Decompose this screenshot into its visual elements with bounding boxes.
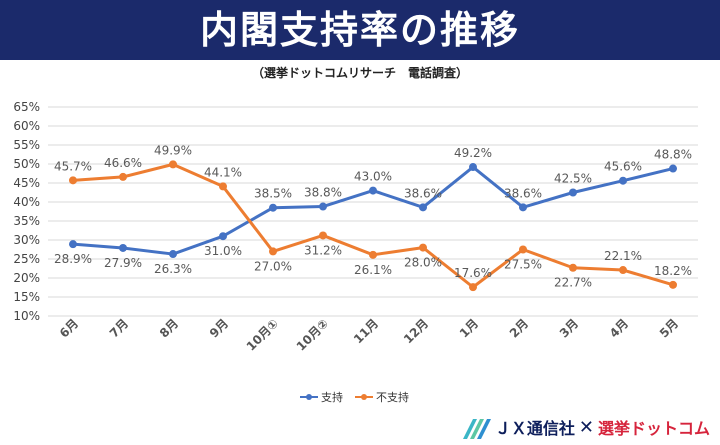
x-tick-label: 6月	[57, 316, 81, 340]
legend-item-support: 支持	[300, 389, 343, 405]
brand-senkyo-text: 選挙ドットコム	[597, 419, 710, 438]
data-label-support: 31.0%	[204, 244, 242, 258]
x-tick-label: 2月	[507, 316, 531, 340]
x-tick-label: 10月②	[294, 316, 331, 353]
y-tick-label: 10%	[13, 309, 40, 323]
x-tick-label: 4月	[607, 316, 631, 340]
data-label-support: 38.8%	[304, 186, 342, 200]
data-label-nonsupport: 27.0%	[254, 259, 292, 273]
y-tick-label: 20%	[13, 271, 40, 285]
x-tick-label: 7月	[107, 316, 131, 340]
data-label-support: 48.8%	[654, 148, 692, 162]
data-point-support	[619, 176, 627, 185]
data-point-nonsupport	[569, 263, 577, 272]
data-point-support	[519, 203, 527, 212]
x-tick-label: 11月	[351, 316, 381, 346]
y-tick-label: 60%	[13, 119, 40, 133]
jx-logo-icon	[462, 419, 491, 439]
data-label-nonsupport: 26.1%	[354, 263, 392, 277]
y-tick-label: 15%	[13, 290, 40, 304]
data-label-nonsupport: 17.6%	[454, 266, 492, 280]
data-label-nonsupport: 22.7%	[554, 276, 592, 290]
data-label-support: 38.5%	[254, 187, 292, 201]
y-tick-label: 45%	[13, 176, 40, 190]
data-point-support	[269, 203, 277, 212]
x-tick-label: 5月	[657, 316, 681, 340]
x-tick-label: 10月①	[244, 316, 281, 353]
legend-label-nonsupport: 不支持	[376, 391, 409, 404]
data-point-nonsupport	[219, 182, 227, 191]
y-tick-label: 55%	[13, 138, 40, 152]
data-point-nonsupport	[269, 247, 277, 256]
data-point-nonsupport	[519, 245, 527, 254]
data-label-nonsupport: 49.9%	[154, 143, 192, 157]
data-point-support	[169, 250, 177, 259]
data-point-nonsupport	[119, 172, 127, 181]
x-tick-label: 3月	[557, 316, 581, 340]
data-label-support: 43.0%	[354, 170, 392, 184]
data-point-support	[569, 188, 577, 197]
data-point-nonsupport	[369, 250, 377, 259]
data-point-nonsupport	[419, 243, 427, 252]
data-point-support	[219, 232, 227, 241]
data-point-nonsupport	[619, 266, 627, 275]
data-label-support: 38.6%	[404, 186, 442, 200]
data-point-nonsupport	[169, 160, 177, 169]
data-point-nonsupport	[69, 176, 77, 185]
y-tick-label: 30%	[13, 233, 40, 247]
x-tick-label: 9月	[207, 316, 231, 340]
data-label-support: 49.2%	[454, 146, 492, 160]
chart-subtitle: （選挙ドットコムリサーチ 電話調査）	[251, 66, 468, 80]
data-point-nonsupport	[469, 283, 477, 292]
x-tick-label: 8月	[157, 316, 181, 340]
data-point-nonsupport	[669, 280, 677, 289]
data-label-support: 45.6%	[604, 160, 642, 174]
brand-separator: ✕	[578, 416, 594, 438]
y-tick-label: 50%	[13, 157, 40, 171]
y-tick-label: 35%	[13, 214, 40, 228]
data-point-support	[69, 240, 77, 249]
data-point-support	[119, 243, 127, 252]
chart-legend: 支持 不支持	[300, 389, 409, 405]
legend-marker-support	[300, 392, 318, 402]
data-label-nonsupport: 22.1%	[604, 249, 642, 263]
data-label-nonsupport: 18.2%	[654, 264, 692, 278]
data-label-support: 42.5%	[554, 172, 592, 186]
data-label-support: 28.9%	[54, 252, 92, 266]
data-point-support	[369, 186, 377, 195]
data-label-nonsupport: 27.5%	[504, 258, 542, 272]
data-label-nonsupport: 44.1%	[204, 165, 242, 179]
brand-jx-text: ＪＸ通信社	[494, 419, 575, 438]
page-title: 内閣支持率の推移	[0, 0, 720, 60]
data-label-nonsupport: 31.2%	[304, 243, 342, 257]
data-label-support: 27.9%	[104, 256, 142, 270]
legend-marker-nonsupport	[355, 392, 373, 402]
data-label-support: 26.3%	[154, 262, 192, 276]
x-tick-label: 12月	[401, 316, 431, 346]
x-tick-label: 1月	[457, 316, 481, 340]
data-point-support	[419, 203, 427, 212]
data-point-support	[669, 164, 677, 173]
legend-label-support: 支持	[321, 391, 343, 404]
y-tick-label: 25%	[13, 252, 40, 266]
y-tick-label: 65%	[13, 100, 40, 114]
brand-footer: ＪＸ通信社 ✕ 選挙ドットコム	[461, 413, 710, 441]
data-point-support	[469, 163, 477, 172]
data-label-support: 38.6%	[504, 186, 542, 200]
data-point-support	[319, 202, 327, 211]
data-point-nonsupport	[319, 231, 327, 240]
data-label-nonsupport: 46.6%	[104, 156, 142, 170]
data-label-nonsupport: 45.7%	[54, 159, 92, 173]
y-tick-label: 40%	[13, 195, 40, 209]
data-label-nonsupport: 28.0%	[404, 256, 442, 270]
legend-item-nonsupport: 不支持	[355, 389, 409, 405]
